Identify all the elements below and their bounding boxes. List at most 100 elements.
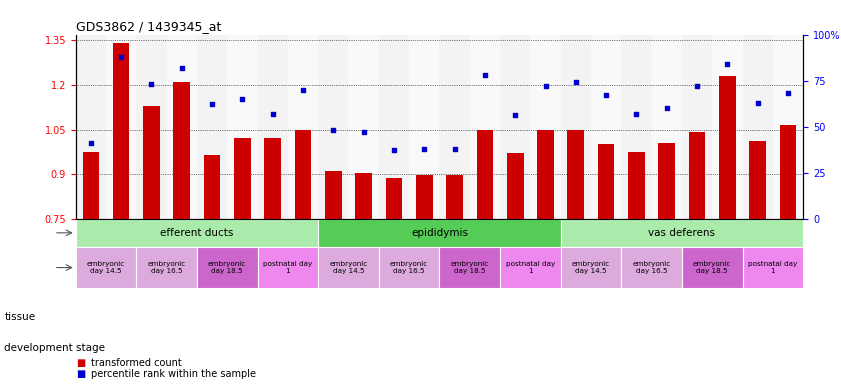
Bar [719,76,736,218]
Bar [325,171,341,218]
Bar [143,106,160,218]
Text: embryonic
day 14.5: embryonic day 14.5 [87,261,125,274]
Bar [749,141,766,218]
Point [448,146,462,152]
Point [417,146,431,152]
Point [296,87,309,93]
Bar [439,35,470,218]
Bar [197,35,227,218]
Bar [204,155,220,218]
Bar [568,129,584,218]
Bar [598,144,615,218]
Bar [500,247,561,288]
Text: development stage: development stage [4,343,105,353]
Point [357,129,370,135]
Text: embryonic
day 16.5: embryonic day 16.5 [147,261,186,274]
Point [569,79,583,86]
Bar [234,138,251,218]
Bar [227,35,257,218]
Bar [712,35,743,218]
Text: embryonic
day 18.5: embryonic day 18.5 [693,261,732,274]
Bar [173,82,190,218]
Bar [294,129,311,218]
Bar [288,35,318,218]
Text: GDS3862 / 1439345_at: GDS3862 / 1439345_at [76,20,221,33]
Bar [689,132,706,218]
Bar [106,35,136,218]
Bar [561,247,621,288]
Bar [318,218,561,247]
Bar [628,152,645,218]
Bar [773,35,803,218]
Point [539,83,553,89]
Bar [318,35,348,218]
Bar [621,247,682,288]
Text: percentile rank within the sample: percentile rank within the sample [91,369,256,379]
Text: efferent ducts: efferent ducts [161,228,234,238]
Point [114,53,128,60]
Bar [470,35,500,218]
Bar [743,35,773,218]
Point [387,147,400,154]
Bar [82,152,99,218]
Text: embryonic
day 14.5: embryonic day 14.5 [572,261,610,274]
Point [630,111,643,117]
Bar [378,247,439,288]
Text: embryonic
day 16.5: embryonic day 16.5 [632,261,671,274]
Bar [477,129,493,218]
Text: vas deferens: vas deferens [648,228,716,238]
Text: ■: ■ [76,358,85,368]
Bar [652,35,682,218]
Bar [76,247,136,288]
Bar [167,35,197,218]
Point [326,127,340,133]
Bar [264,138,281,218]
Point [145,81,158,87]
Bar [682,35,712,218]
Bar [378,35,409,218]
Point [235,96,249,102]
Point [205,101,219,108]
Bar [136,247,197,288]
Text: postnatal day
1: postnatal day 1 [263,261,313,274]
Text: embryonic
day 18.5: embryonic day 18.5 [451,261,489,274]
Text: postnatal day
1: postnatal day 1 [748,261,797,274]
Bar [318,247,378,288]
Bar [257,35,288,218]
Bar [76,218,318,247]
Bar [743,247,803,288]
Bar [621,35,652,218]
Bar [113,43,130,218]
Point [479,72,492,78]
Point [600,92,613,98]
Point [751,99,764,106]
Bar [439,247,500,288]
Bar [416,175,432,218]
Bar [659,143,675,218]
Text: embryonic
day 18.5: embryonic day 18.5 [208,261,246,274]
Bar [537,129,554,218]
Bar [257,247,318,288]
Bar [591,35,621,218]
Bar [500,35,531,218]
Text: tissue: tissue [4,312,35,322]
Point [781,90,795,96]
Bar [76,35,106,218]
Bar [780,125,796,218]
Bar [507,153,524,218]
Bar [136,35,167,218]
Bar [531,35,561,218]
Bar [447,175,463,218]
Text: transformed count: transformed count [91,358,182,368]
Bar [386,179,402,218]
Point [175,65,188,71]
Point [509,113,522,119]
Bar [355,172,372,218]
Point [266,111,279,117]
Text: embryonic
day 16.5: embryonic day 16.5 [390,261,428,274]
Point [84,140,98,146]
Text: ■: ■ [76,369,85,379]
Bar [561,218,803,247]
Bar [197,247,257,288]
Bar [682,247,743,288]
